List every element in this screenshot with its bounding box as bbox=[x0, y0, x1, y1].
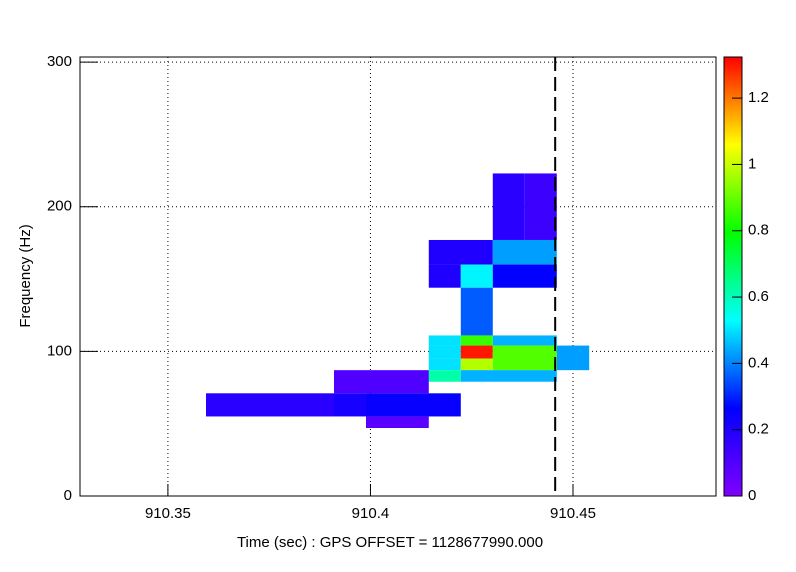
plot-frame bbox=[79, 56, 717, 497]
heatmap-cell bbox=[460, 335, 493, 346]
x-tick-label: 910.4 bbox=[352, 505, 390, 522]
colorbar-tick-label: 0.8 bbox=[748, 222, 769, 239]
y-tick-label: 300 bbox=[47, 53, 72, 70]
x-axis-label: Time (sec) : GPS OFFSET = 1128677990.000 bbox=[237, 534, 543, 551]
heatmap-cell bbox=[333, 370, 429, 394]
heatmap-cell bbox=[492, 264, 557, 288]
y-tick-label: 0 bbox=[64, 487, 72, 504]
colorbar-tick-label: 0.2 bbox=[748, 421, 769, 438]
heatmap-cell bbox=[428, 345, 461, 359]
heatmap-cell bbox=[460, 370, 557, 382]
heatmap-cell bbox=[428, 239, 493, 265]
heatmap-cell bbox=[428, 264, 461, 288]
heatmap-cell bbox=[460, 287, 493, 336]
colorbar-tick-label: 1.2 bbox=[748, 89, 769, 106]
heatmap-cell bbox=[365, 393, 461, 417]
heatmap-cell bbox=[524, 173, 557, 240]
heatmap-cell bbox=[460, 345, 493, 359]
x-tick-label: 910.45 bbox=[550, 505, 596, 522]
colorbar-tick-label: 0.6 bbox=[748, 288, 769, 305]
heatmap-cell bbox=[333, 393, 366, 417]
heatmap-cell bbox=[460, 358, 493, 371]
y-tick-label: 100 bbox=[47, 342, 72, 359]
plot-area bbox=[80, 57, 716, 496]
heatmap-cell bbox=[492, 173, 525, 240]
y-axis-label: Frequency (Hz) bbox=[17, 224, 34, 327]
colorbar-tick-label: 0.4 bbox=[748, 354, 769, 371]
heatmap-cell bbox=[428, 358, 461, 371]
y-tick-label: 200 bbox=[47, 198, 72, 215]
heatmap-cell bbox=[492, 345, 557, 371]
heatmap-cell bbox=[205, 393, 334, 417]
heatmap-cell bbox=[556, 345, 590, 371]
heatmap-cell bbox=[460, 264, 493, 288]
heatmap-cell bbox=[428, 335, 461, 346]
heatmap-cell bbox=[492, 335, 557, 346]
colorbar-tick-label: 1 bbox=[748, 155, 756, 172]
heatmap-cell bbox=[365, 416, 429, 429]
heatmap-cell bbox=[492, 239, 557, 265]
heatmap-cell bbox=[428, 370, 461, 382]
colorbar-tick-label: 0 bbox=[748, 487, 756, 504]
x-tick-label: 910.35 bbox=[145, 505, 191, 522]
